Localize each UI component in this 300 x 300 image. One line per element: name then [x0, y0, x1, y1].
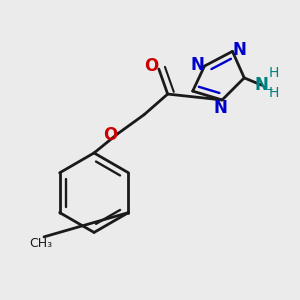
- Text: N: N: [214, 99, 228, 117]
- Text: H: H: [268, 66, 279, 80]
- Text: –: –: [266, 83, 272, 96]
- Text: O: O: [103, 126, 117, 144]
- Text: N: N: [233, 41, 247, 59]
- Text: O: O: [144, 57, 159, 75]
- Text: CH₃: CH₃: [29, 237, 52, 250]
- Text: N: N: [255, 76, 269, 94]
- Text: H: H: [268, 85, 279, 100]
- Text: N: N: [190, 56, 204, 74]
